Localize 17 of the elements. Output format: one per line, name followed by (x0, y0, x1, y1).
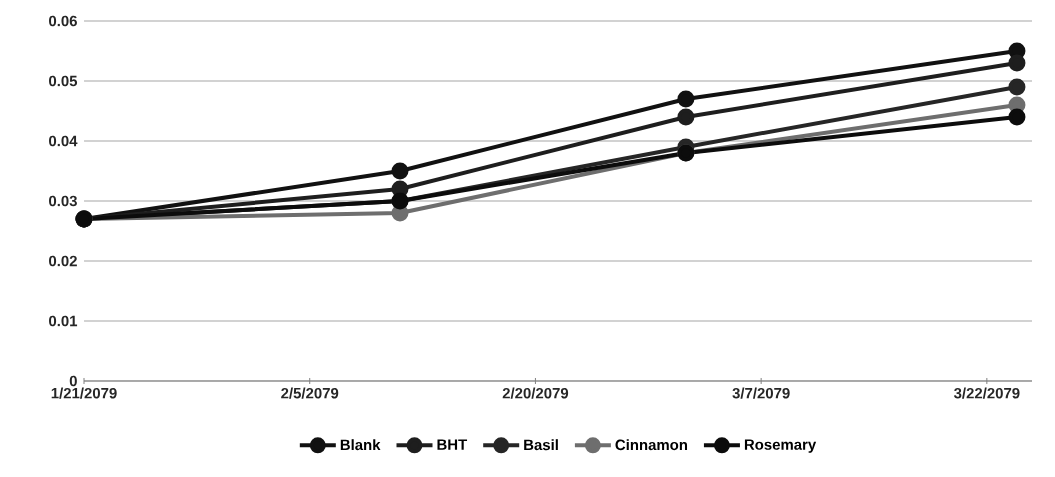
legend-label: BHT (437, 439, 468, 450)
x-tick-label: 2/5/2079 (281, 387, 339, 399)
y-tick-label: 0.03 (49, 195, 77, 207)
x-tick-label: 1/21/2079 (51, 387, 117, 399)
legend-label: Blank (340, 439, 381, 451)
y-tick-label: 0.06 (49, 15, 77, 27)
x-tick-label: 3/7/2079 (732, 387, 790, 399)
y-tick-label: 0.01 (49, 315, 78, 327)
y-tick-label: 0.04 (49, 135, 78, 147)
legend-label: Basil (524, 439, 558, 451)
legend-label: Rosemary (744, 439, 817, 453)
x-tick-label: 3/22/2079 (953, 387, 1020, 399)
legend-label: Cinnamon (615, 439, 688, 451)
x-tick-label: 2/20/2079 (502, 387, 569, 399)
y-tick-label: 0 (69, 375, 77, 387)
y-tick-label: 0.05 (49, 75, 78, 87)
y-tick-label: 0.02 (49, 255, 77, 267)
